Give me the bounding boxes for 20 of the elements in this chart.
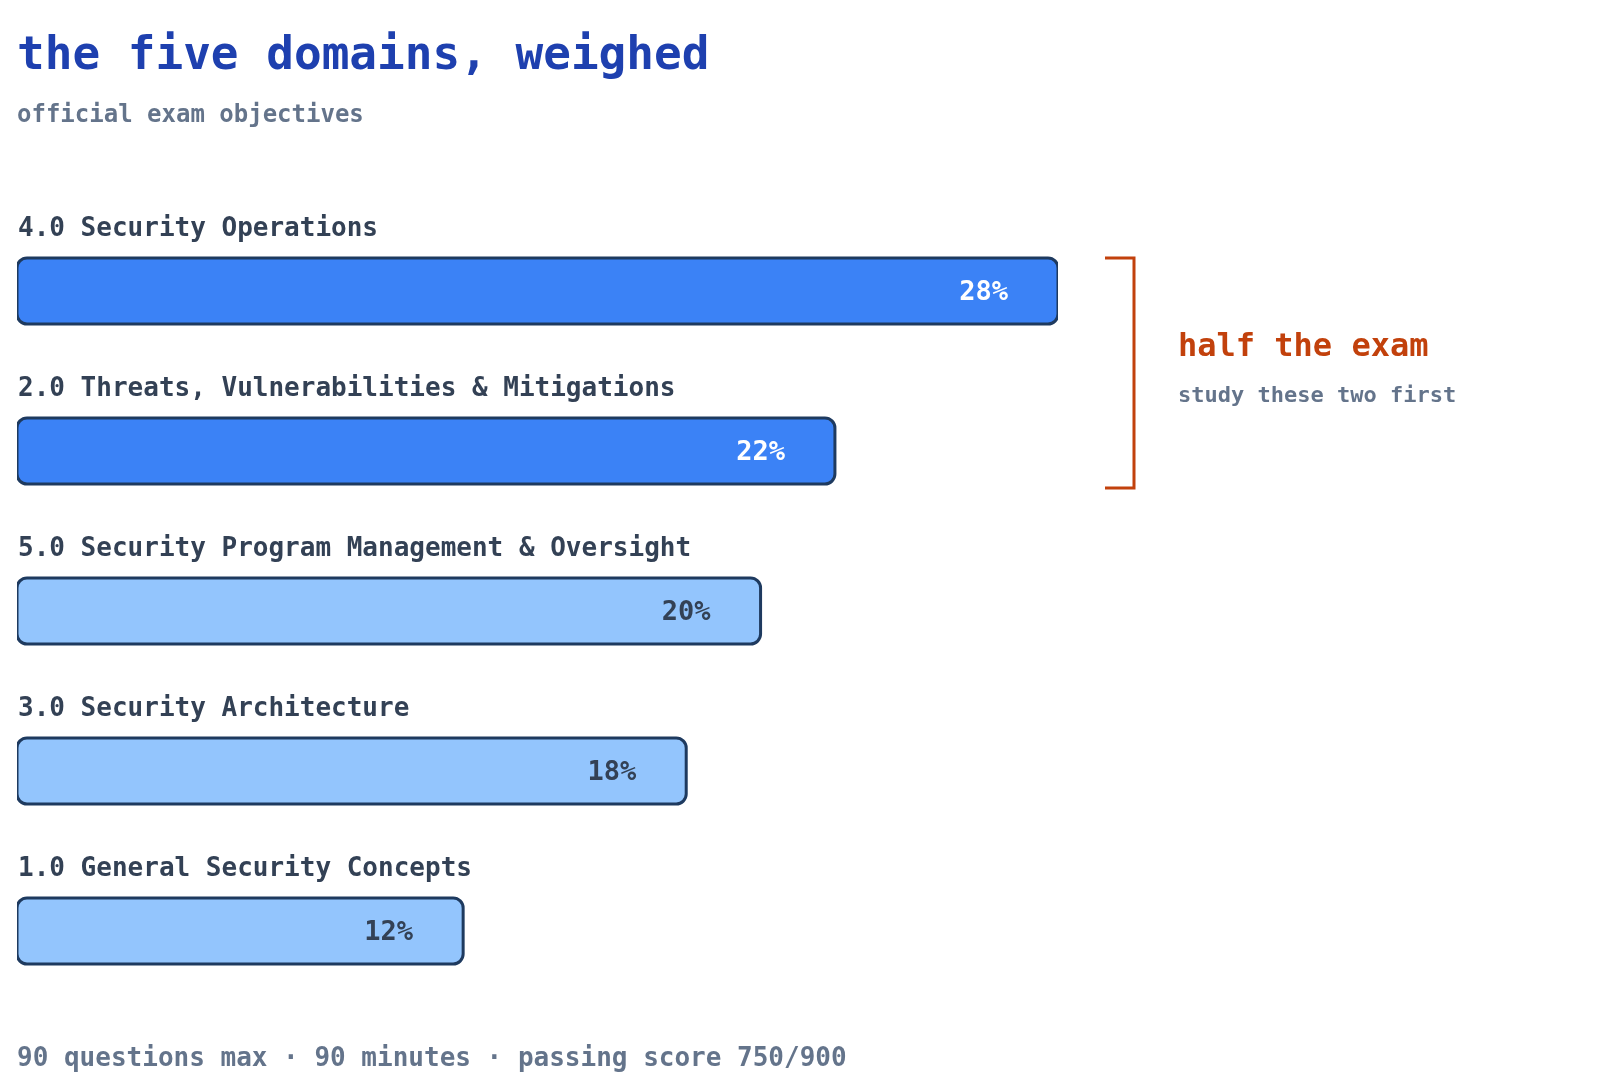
y-tick-label: 2.0 Threats, Vulnerabilities & Mitigations: [18, 372, 676, 402]
data-label: 22%: [736, 434, 786, 466]
bar: [17, 416, 837, 486]
bar: [17, 896, 465, 966]
bar: [17, 576, 763, 646]
y-tick-label: 1.0 General Security Concepts: [18, 852, 472, 882]
y-tick-label: 4.0 Security Operations: [18, 212, 379, 242]
bar: [17, 256, 1058, 326]
bar: [17, 736, 688, 806]
y-tick-label: 5.0 Security Program Management & Oversight: [18, 532, 692, 562]
data-label: 18%: [587, 754, 637, 786]
data-label: 20%: [661, 594, 712, 626]
chart-subtitle: official exam objectives: [17, 100, 364, 128]
data-label: 12%: [364, 914, 414, 946]
chart-title: the five domains, weighed: [17, 26, 710, 80]
data-label: 28%: [959, 274, 1009, 306]
text: study these two first: [1178, 382, 1457, 407]
text: half the exam: [1178, 326, 1429, 364]
y-tick-label: 3.0 Security Architecture: [18, 692, 410, 722]
text: 90 questions max · 90 minutes · passing score 750/900: [17, 1042, 847, 1072]
